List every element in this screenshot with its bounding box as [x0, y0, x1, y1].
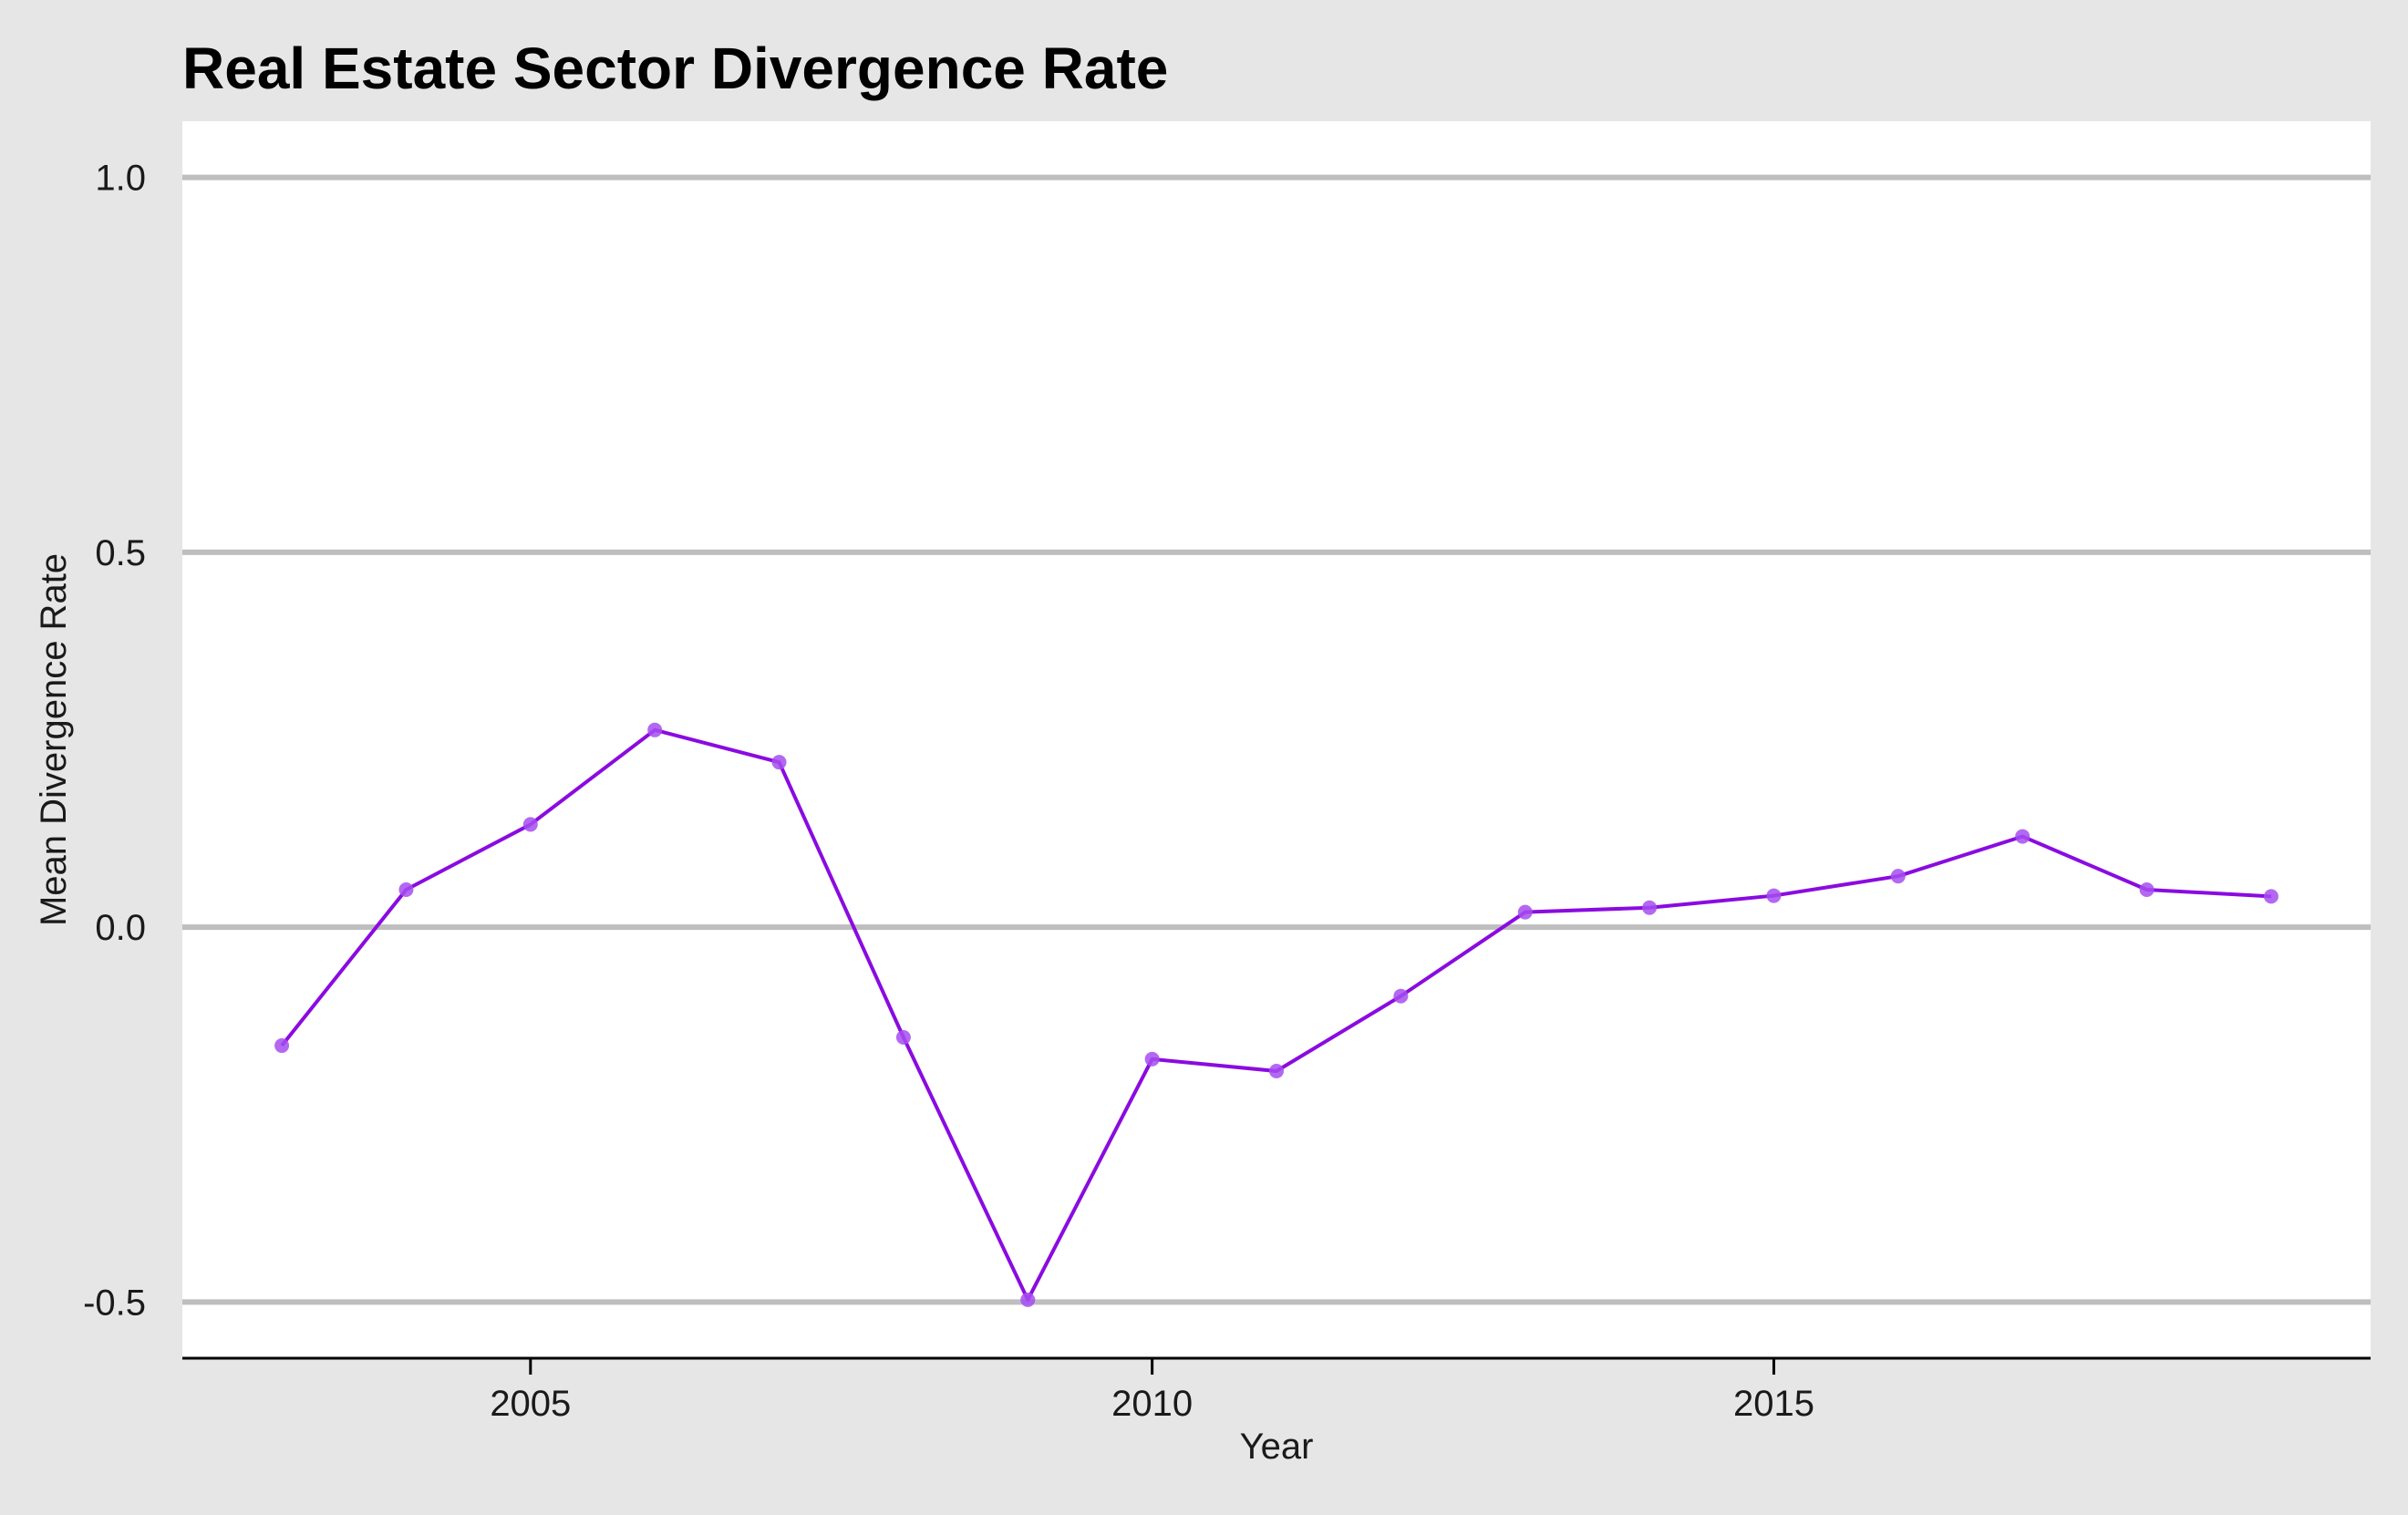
- data-point: [1642, 900, 1658, 915]
- y-tick-label: 1.0: [95, 159, 146, 199]
- y-axis-title: Mean Divergence Rate: [34, 553, 74, 926]
- y-tick-label: -0.5: [83, 1283, 146, 1323]
- gridlines: [182, 174, 2371, 1305]
- data-point: [771, 755, 787, 770]
- data-point: [647, 722, 663, 737]
- data-point: [1393, 988, 1409, 1004]
- x-tick-label: 2015: [1733, 1384, 1814, 1424]
- data-point: [1766, 888, 1782, 903]
- x-axis-title: Year: [1240, 1427, 1314, 1467]
- data-point: [2015, 829, 2031, 844]
- data-point: [1144, 1051, 1160, 1067]
- y-tick-label: 0.0: [95, 908, 146, 948]
- plot-panel: [182, 121, 2371, 1358]
- series: [274, 722, 2279, 1307]
- data-point: [1020, 1292, 1036, 1307]
- chart-title: Real Estate Sector Divergence Rate: [182, 36, 1169, 101]
- data-point: [274, 1038, 290, 1054]
- y-tick-label: 0.5: [95, 533, 146, 573]
- data-point: [522, 817, 538, 832]
- data-point: [1269, 1064, 1284, 1079]
- axes: -0.5 0.0 0.5 1.0 2005 2010 2015: [83, 159, 2371, 1424]
- data-point: [1890, 869, 1906, 884]
- data-point: [1517, 904, 1533, 920]
- data-point: [895, 1030, 911, 1046]
- data-point: [2263, 889, 2279, 904]
- data-point: [2139, 881, 2155, 897]
- x-tick-label: 2005: [490, 1384, 571, 1424]
- x-tick-label: 2010: [1111, 1384, 1193, 1424]
- data-point: [398, 881, 414, 897]
